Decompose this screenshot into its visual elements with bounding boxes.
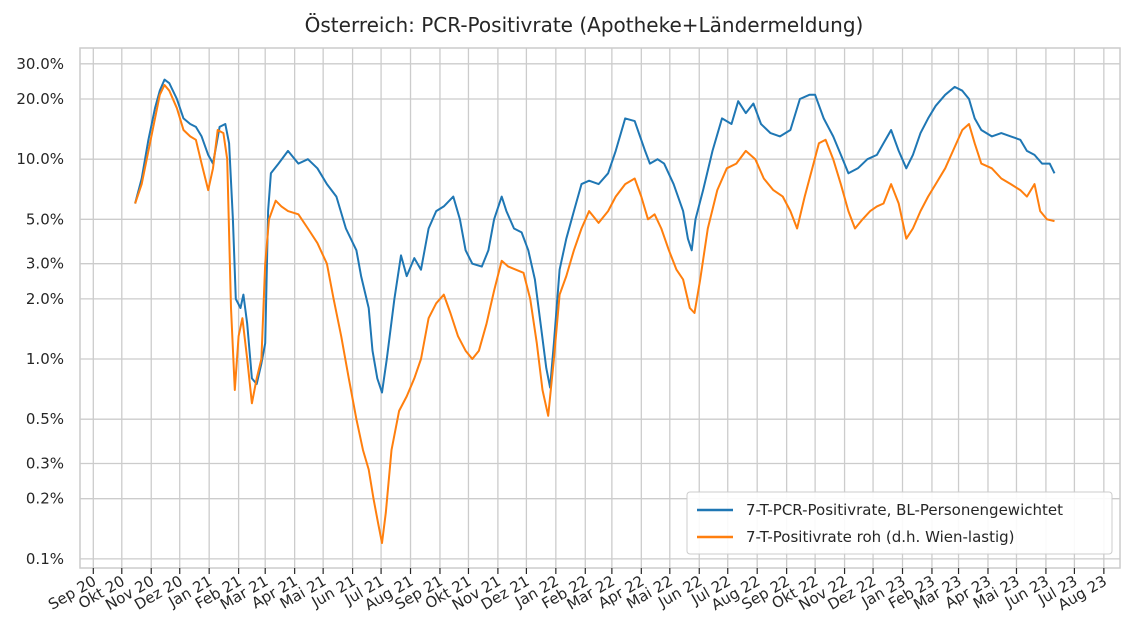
- y-tick-label: 0.5%: [26, 410, 64, 428]
- y-tick-label: 20.0%: [16, 90, 64, 108]
- legend-box: [686, 491, 1113, 555]
- y-tick-label: 0.2%: [26, 490, 64, 508]
- chart-title: Österreich: PCR-Positivrate (Apotheke+Lä…: [305, 13, 864, 37]
- y-tick-label: 1.0%: [26, 350, 64, 368]
- y-tick-label: 10.0%: [16, 150, 64, 168]
- legend-label-series-1: 7-T-PCR-Positivrate, BL-Personengewichte…: [746, 501, 1063, 519]
- y-tick-label: 2.0%: [26, 290, 64, 308]
- legend-label-series-2: 7-T-Positivrate roh (d.h. Wien-lastig): [746, 528, 1015, 546]
- series-lines: [134, 78, 1056, 544]
- legend: 7-T-PCR-Positivrate, BL-Personengewichte…: [686, 491, 1113, 555]
- y-tick-label: 0.1%: [26, 550, 64, 568]
- y-tick-label: 30.0%: [16, 55, 64, 73]
- y-tick-label: 3.0%: [26, 255, 64, 273]
- series-line-2: [134, 84, 1055, 544]
- grid-lines: [80, 48, 1120, 568]
- series-line-1: [134, 78, 1056, 394]
- y-axis-ticks: 30.0% 20.0% 10.0% 5.0% 3.0% 2.0% 1.0% 0.5% 0.3% 0…: [16, 55, 64, 568]
- y-tick-label: 5.0%: [26, 210, 64, 228]
- y-tick-label: 0.3%: [26, 455, 64, 473]
- plot-area-frame: [79, 47, 1121, 569]
